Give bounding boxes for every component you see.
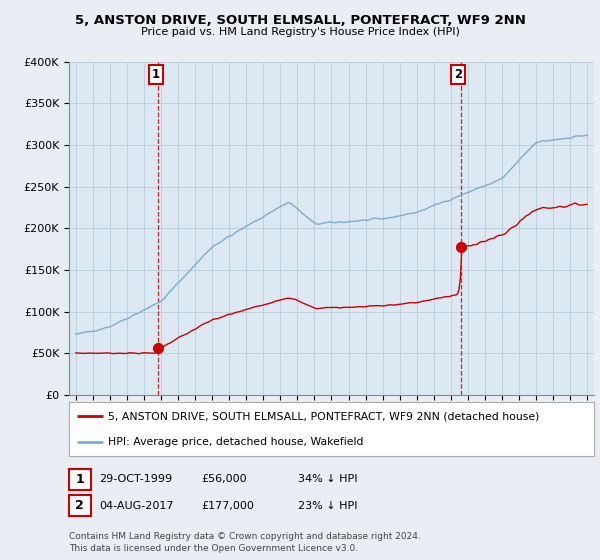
Text: 29-OCT-1999: 29-OCT-1999 [100, 474, 173, 484]
Text: Price paid vs. HM Land Registry's House Price Index (HPI): Price paid vs. HM Land Registry's House … [140, 27, 460, 37]
Text: £56,000: £56,000 [202, 474, 247, 484]
Text: 23% ↓ HPI: 23% ↓ HPI [298, 501, 357, 511]
Text: 2: 2 [76, 499, 84, 512]
Text: HPI: Average price, detached house, Wakefield: HPI: Average price, detached house, Wake… [109, 437, 364, 446]
Text: 1: 1 [152, 68, 160, 81]
Text: £177,000: £177,000 [202, 501, 254, 511]
Text: 2: 2 [454, 68, 463, 81]
Text: 04-AUG-2017: 04-AUG-2017 [100, 501, 174, 511]
Text: 5, ANSTON DRIVE, SOUTH ELMSALL, PONTEFRACT, WF9 2NN (detached house): 5, ANSTON DRIVE, SOUTH ELMSALL, PONTEFRA… [109, 412, 540, 421]
Text: 1: 1 [76, 473, 84, 486]
Text: Contains HM Land Registry data © Crown copyright and database right 2024.
This d: Contains HM Land Registry data © Crown c… [69, 533, 421, 553]
Text: 5, ANSTON DRIVE, SOUTH ELMSALL, PONTEFRACT, WF9 2NN: 5, ANSTON DRIVE, SOUTH ELMSALL, PONTEFRA… [74, 14, 526, 27]
Text: 34% ↓ HPI: 34% ↓ HPI [298, 474, 357, 484]
